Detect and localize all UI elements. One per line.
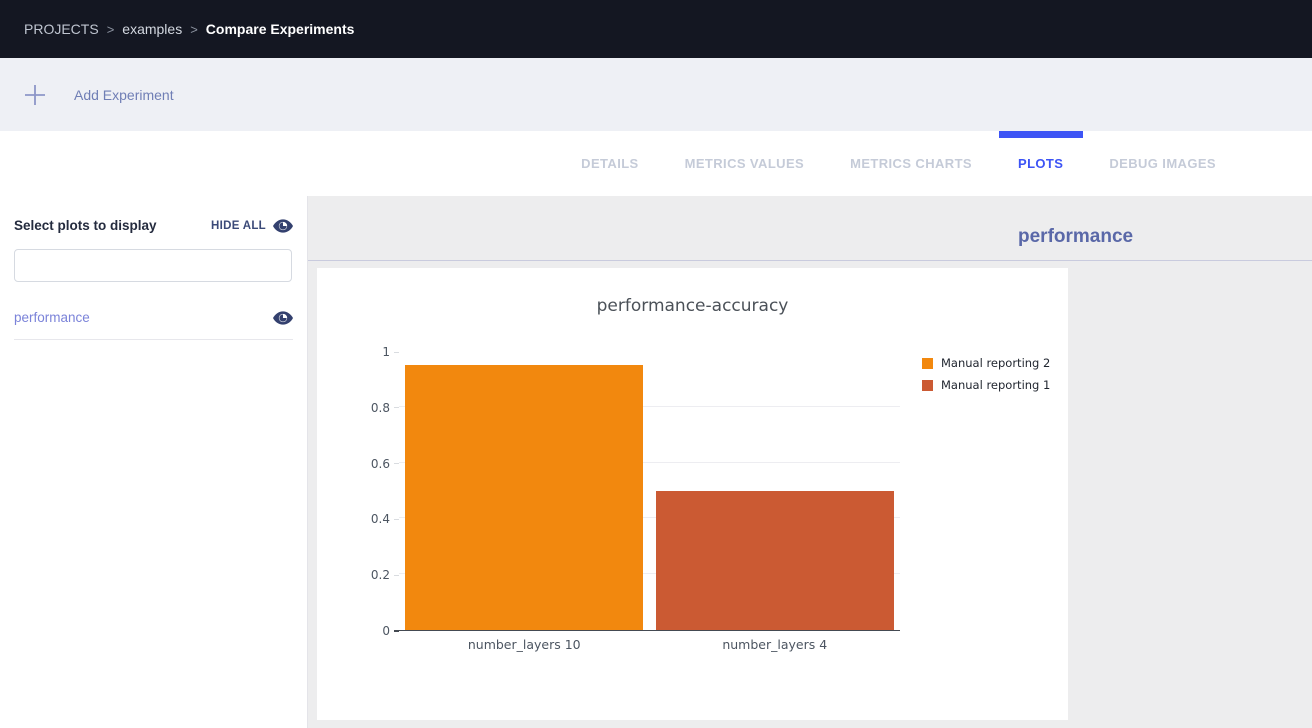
experiments-toolbar: Add Experiment (0, 58, 1312, 131)
content-area: Select plots to display HIDE ALL perform… (0, 196, 1312, 728)
legend-swatch (922, 357, 933, 369)
breadcrumb-separator: > (106, 21, 115, 37)
gridline (399, 573, 900, 575)
tab-debug-images[interactable]: DEBUG IMAGES (1109, 156, 1216, 171)
tab-metrics-charts[interactable]: METRICS CHARTS (850, 156, 972, 171)
sidebar-title: Select plots to display (14, 218, 157, 233)
breadcrumb-item[interactable]: examples (122, 21, 183, 37)
tab-details[interactable]: DETAILS (581, 156, 639, 171)
plot-item-label: performance (14, 310, 90, 325)
plot-group-header: performance (308, 196, 1312, 261)
plots-main-pane: performance performance-accuracy 0 0.2 0.4… (308, 196, 1312, 728)
add-experiment-button[interactable]: Add Experiment (74, 86, 174, 103)
gridline (399, 405, 900, 407)
chart-card: performance-accuracy 0 0.2 0.4 0.6 0.8 1 numbe… (317, 268, 1068, 720)
legend-item[interactable]: Manual reporting 2 (922, 356, 1050, 370)
y-axis-tick: 0.6 (371, 457, 399, 471)
breadcrumb-item[interactable]: PROJECTS (24, 21, 99, 37)
tab-metrics-values[interactable]: METRICS VALUES (684, 156, 805, 171)
y-axis-tick: 0.4 (371, 512, 399, 526)
chart-title: performance-accuracy (596, 296, 789, 316)
breadcrumb: PROJECTS > examples > Compare Experiments (24, 21, 354, 37)
bar-number_layers-10[interactable] (405, 364, 644, 630)
plot-group-title: performance (1018, 226, 1134, 247)
tabs-bar: DETAILS METRICS VALUES METRICS CHARTS PLOTS… (0, 131, 1312, 196)
hide-all-label: HIDE ALL (211, 219, 266, 232)
x-axis-label: number_layers 4 (722, 637, 828, 652)
legend-label: Manual reporting 1 (941, 378, 1051, 392)
sidebar-header: Select plots to display HIDE ALL (14, 218, 293, 233)
gridline (399, 517, 900, 519)
legend-item[interactable]: Manual reporting 1 (922, 378, 1050, 392)
plot-list-item-performance[interactable]: performance (14, 298, 293, 340)
gridline (399, 461, 900, 463)
y-axis-tick: 0 (382, 624, 399, 638)
eye-icon (273, 218, 293, 233)
legend-swatch (922, 379, 933, 391)
y-axis-tick: 0.8 (371, 401, 399, 415)
y-axis-tick: 0.2 (371, 568, 399, 582)
legend-label: Manual reporting 2 (941, 356, 1051, 370)
breadcrumb-separator: > (190, 21, 198, 37)
plus-icon[interactable] (18, 78, 52, 112)
x-axis-label: number_layers 10 (467, 637, 581, 652)
hide-all-button[interactable]: HIDE ALL (211, 218, 293, 233)
eye-icon[interactable] (273, 310, 293, 325)
breadcrumb-item: Compare Experiments (205, 21, 355, 37)
plots-sidebar: Select plots to display HIDE ALL perform… (0, 196, 308, 728)
bar-number_layers-4[interactable] (655, 490, 894, 630)
tab-plots[interactable]: PLOTS (1018, 131, 1063, 196)
plot-search-input[interactable] (14, 249, 292, 282)
chart-legend: Manual reporting 2 Manual reporting 1 (922, 356, 1050, 400)
top-header-bar: PROJECTS > examples > Compare Experiments (0, 0, 1312, 58)
plot-area[interactable]: 0 0.2 0.4 0.6 0.8 1 number_layers 10 number_lay… (371, 345, 900, 652)
y-axis-tick: 1 (382, 345, 399, 359)
